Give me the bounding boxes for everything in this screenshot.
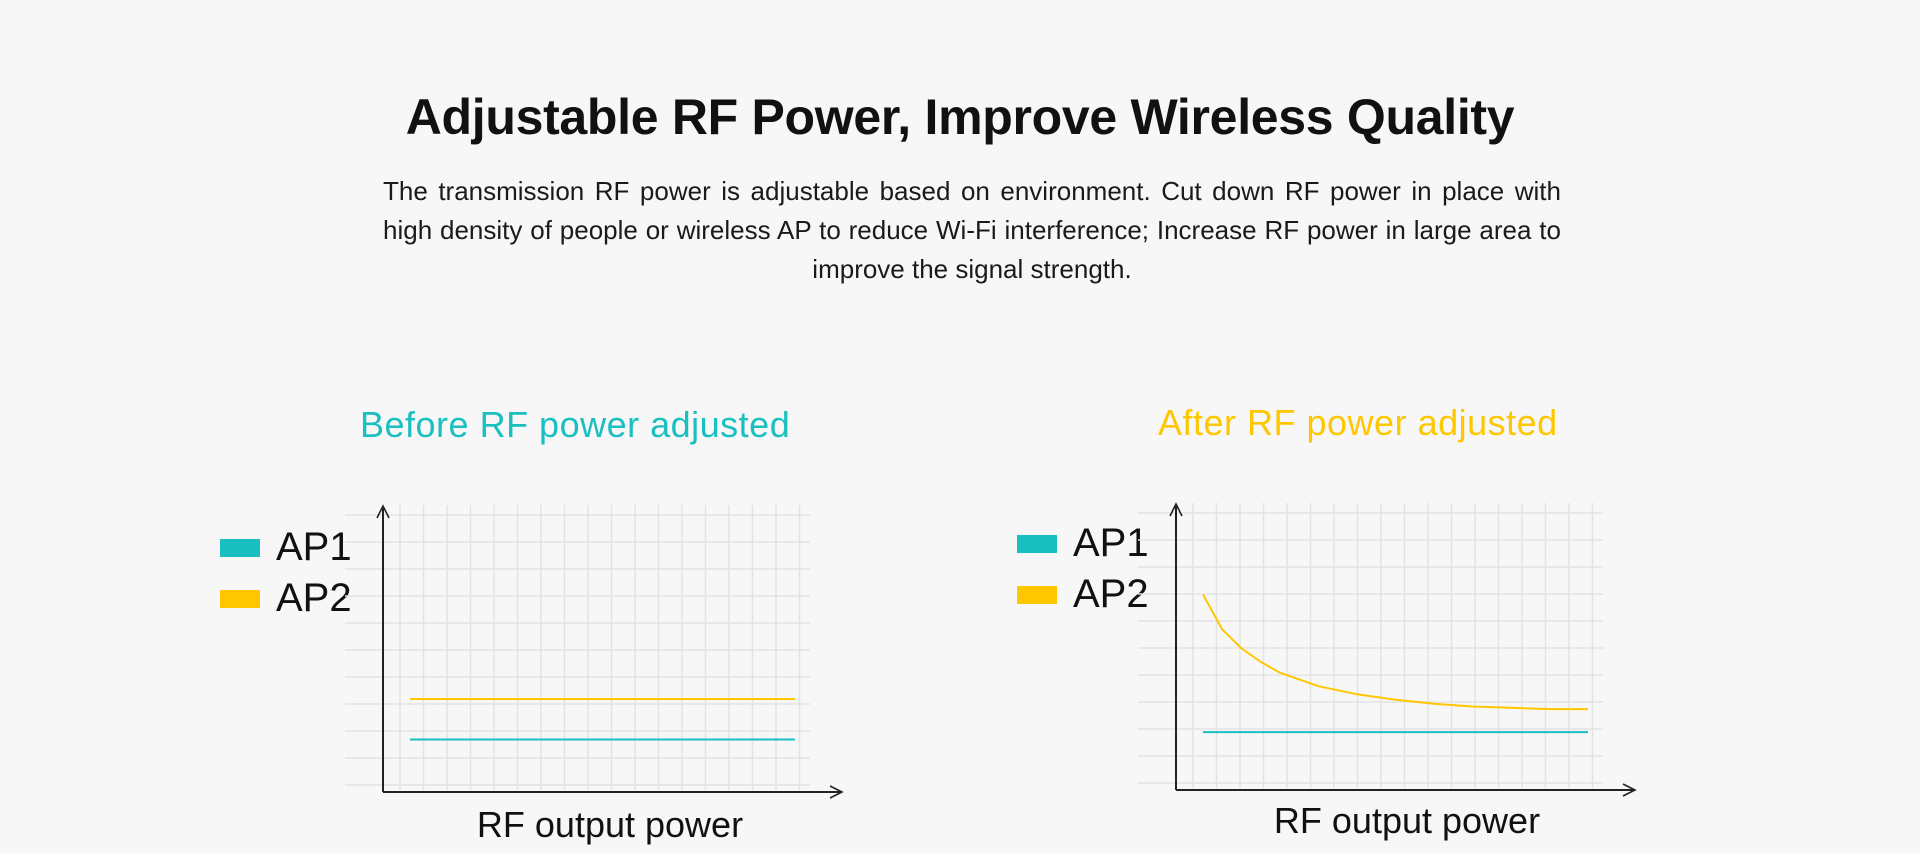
legend-item-ap2: AP2 — [220, 576, 352, 620]
page-title: Adjustable RF Power, Improve Wireless Qu… — [405, 89, 1515, 145]
legend-after: AP1 AP2 — [1017, 521, 1149, 616]
legend-item-ap1: AP1 — [1017, 521, 1149, 565]
x-axis-label-after: RF output power — [1273, 800, 1541, 841]
legend-swatch-ap2 — [1017, 585, 1057, 604]
x-axis-label-before: RF output power — [476, 804, 744, 845]
legend-swatch-ap1 — [220, 538, 260, 557]
legend-before: AP1 AP2 — [220, 525, 352, 620]
chart-after — [1138, 502, 1637, 797]
legend-swatch-ap2 — [220, 589, 260, 608]
legend-item-ap2: AP2 — [1017, 572, 1149, 616]
legend-label-ap1: AP1 — [276, 525, 352, 569]
legend-label-ap1: AP1 — [1073, 521, 1149, 565]
description: The transmission RF power is adjustable … — [383, 176, 1561, 284]
grid — [1138, 503, 1603, 788]
series-line-ap2 — [1202, 593, 1588, 711]
x-axis-arrow — [829, 785, 844, 799]
legend-label-ap2: AP2 — [1073, 572, 1149, 616]
y-axis-arrow — [1169, 502, 1183, 517]
legend-item-ap1: AP1 — [220, 525, 352, 569]
legend-swatch-ap1 — [1017, 534, 1057, 553]
y-axis-arrow — [376, 504, 390, 519]
grid — [345, 505, 810, 790]
chart-title-after: After RF power adjusted — [1158, 402, 1558, 443]
legend-label-ap2: AP2 — [276, 576, 352, 620]
x-axis-arrow — [1622, 783, 1637, 797]
chart-before — [345, 504, 844, 799]
chart-title-before: Before RF power adjusted — [360, 404, 791, 445]
